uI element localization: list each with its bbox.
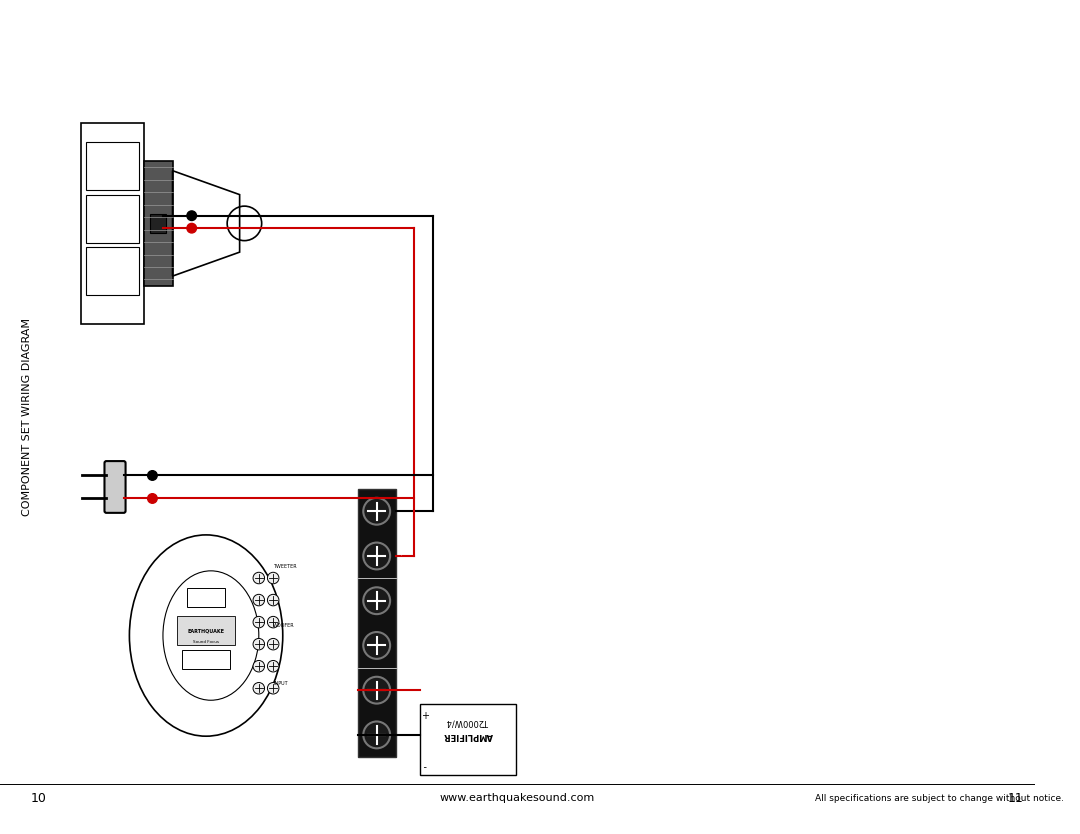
Circle shape	[253, 661, 265, 672]
Circle shape	[148, 494, 158, 503]
Text: www.earthquakesound.com: www.earthquakesound.com	[440, 793, 595, 803]
Circle shape	[268, 595, 279, 605]
Circle shape	[148, 470, 158, 480]
Circle shape	[253, 638, 265, 650]
Bar	[187, 588, 226, 607]
Circle shape	[363, 632, 390, 659]
Circle shape	[363, 498, 390, 525]
Bar	[144, 161, 173, 286]
Text: Sound Focus: Sound Focus	[193, 641, 219, 644]
Circle shape	[253, 595, 265, 605]
Text: All specifications are subject to change without notice.: All specifications are subject to change…	[814, 794, 1064, 803]
Text: COMPONENT SET WIRING DIAGRAM: COMPONENT SET WIRING DIAGRAM	[22, 318, 31, 516]
Circle shape	[187, 224, 197, 233]
Text: +: +	[420, 708, 429, 718]
Text: AMPLIFIER: AMPLIFIER	[443, 731, 492, 741]
Circle shape	[187, 211, 197, 220]
Bar	[86, 142, 139, 190]
Text: -: -	[423, 761, 427, 771]
Bar	[81, 123, 144, 324]
Bar	[86, 194, 139, 243]
FancyBboxPatch shape	[105, 461, 125, 513]
Circle shape	[268, 616, 279, 628]
Circle shape	[363, 721, 390, 748]
Circle shape	[363, 587, 390, 614]
Text: INPUT: INPUT	[273, 681, 287, 686]
Circle shape	[253, 572, 265, 584]
Text: + WOOFER +: + WOOFER +	[399, 602, 403, 645]
Text: + TWEETER +: + TWEETER +	[399, 511, 403, 555]
Bar	[420, 704, 515, 776]
Circle shape	[268, 682, 279, 694]
Text: 11: 11	[1008, 792, 1024, 805]
Bar	[183, 650, 230, 669]
Bar	[86, 248, 139, 295]
Circle shape	[268, 661, 279, 672]
Bar	[357, 489, 396, 757]
Text: TWEETER: TWEETER	[273, 564, 297, 569]
Text: WOOFER: WOOFER	[273, 624, 295, 629]
Text: IN: IN	[399, 709, 403, 716]
Circle shape	[363, 543, 390, 570]
Bar	[177, 616, 234, 646]
Text: T2000W/4: T2000W/4	[446, 717, 489, 726]
Circle shape	[268, 572, 279, 584]
Circle shape	[253, 682, 265, 694]
Text: EARTHQUAKE: EARTHQUAKE	[188, 628, 225, 633]
Text: 10: 10	[30, 792, 46, 805]
Circle shape	[253, 616, 265, 628]
Bar	[150, 214, 166, 233]
Circle shape	[268, 638, 279, 650]
Circle shape	[363, 676, 390, 704]
